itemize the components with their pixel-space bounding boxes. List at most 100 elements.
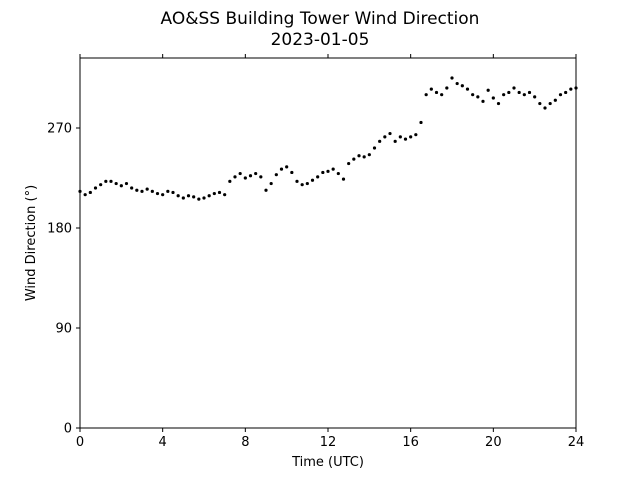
data-point — [150, 189, 154, 193]
data-point — [254, 171, 258, 176]
data-point — [512, 86, 516, 90]
data-point — [248, 174, 253, 178]
data-point — [264, 188, 268, 192]
data-point — [316, 175, 320, 179]
data-point — [93, 186, 98, 190]
data-point — [445, 86, 449, 90]
data-point — [223, 193, 227, 197]
data-point — [507, 90, 511, 95]
chart-title: AO&SS Building Tower Wind Direction — [161, 9, 480, 29]
data-point — [161, 193, 165, 197]
data-point — [104, 179, 108, 183]
data-point — [538, 101, 542, 106]
data-point — [450, 76, 454, 80]
data-points — [78, 76, 578, 201]
y-tick-label: 270 — [47, 122, 72, 137]
data-point — [352, 157, 356, 161]
x-axis-ticks: 0 4 8 12 16 20 24 — [76, 54, 584, 450]
data-point — [558, 93, 563, 97]
data-point — [409, 135, 413, 139]
data-point — [434, 90, 439, 95]
y-tick-label: 180 — [47, 222, 72, 237]
data-point — [295, 179, 299, 183]
data-point — [424, 93, 428, 97]
data-point — [564, 90, 568, 95]
data-point — [285, 165, 289, 169]
y-axis-label: Wind Direction (°) — [24, 185, 39, 301]
x-axis-label: Time (UTC) — [291, 455, 364, 470]
data-point — [331, 167, 335, 171]
data-point — [491, 96, 495, 100]
data-point — [207, 194, 211, 198]
data-point — [372, 146, 377, 150]
y-tick-label: 0 — [64, 422, 72, 437]
x-tick-label: 0 — [76, 435, 84, 450]
data-point — [197, 197, 201, 201]
y-tick-label: 90 — [55, 322, 72, 337]
data-point — [481, 99, 485, 103]
data-point — [517, 90, 521, 95]
data-point — [192, 195, 196, 199]
data-point — [290, 170, 294, 175]
data-point — [414, 133, 418, 137]
data-point — [553, 98, 557, 102]
data-point — [460, 84, 464, 88]
data-point — [99, 183, 103, 187]
data-point — [305, 181, 309, 186]
data-point — [429, 87, 433, 91]
data-point — [217, 190, 222, 195]
data-point — [419, 120, 423, 125]
x-tick-label: 24 — [568, 435, 585, 450]
data-point — [486, 88, 490, 92]
data-point — [336, 171, 340, 176]
chart-subtitle: 2023-01-05 — [271, 30, 370, 50]
data-point — [166, 189, 170, 193]
data-point — [403, 137, 408, 141]
x-tick-label: 4 — [159, 435, 167, 450]
data-point — [569, 87, 573, 91]
data-point — [321, 170, 325, 175]
data-point — [357, 154, 361, 158]
data-point — [440, 93, 444, 97]
data-point — [543, 106, 547, 110]
x-tick-label: 12 — [320, 435, 337, 450]
data-point — [176, 194, 180, 198]
data-point — [502, 93, 506, 97]
data-point — [140, 189, 144, 193]
data-point — [171, 190, 175, 195]
data-point — [274, 173, 278, 177]
data-point — [341, 177, 346, 181]
data-point — [212, 191, 216, 196]
x-tick-label: 8 — [241, 435, 249, 450]
data-point — [202, 196, 206, 200]
data-point — [310, 178, 315, 182]
data-point — [362, 155, 366, 159]
data-point — [233, 175, 237, 179]
data-point — [388, 131, 392, 136]
data-point — [548, 101, 552, 106]
data-point — [455, 81, 459, 86]
data-point — [326, 169, 330, 173]
data-point — [300, 183, 304, 187]
data-point — [471, 93, 475, 97]
data-point — [83, 193, 87, 197]
data-point — [88, 190, 92, 195]
data-point — [109, 179, 113, 183]
data-point — [527, 90, 532, 95]
data-point — [383, 135, 387, 139]
data-point — [259, 175, 263, 179]
data-point — [135, 188, 139, 192]
data-point — [279, 167, 284, 171]
data-point — [114, 181, 118, 186]
data-point — [367, 153, 371, 157]
data-point — [496, 101, 501, 106]
data-point — [124, 181, 129, 186]
data-point — [238, 171, 242, 176]
data-point — [119, 184, 123, 188]
y-axis-ticks: 0 90 180 270 — [47, 122, 80, 437]
x-tick-label: 20 — [485, 435, 502, 450]
data-point — [476, 95, 480, 99]
